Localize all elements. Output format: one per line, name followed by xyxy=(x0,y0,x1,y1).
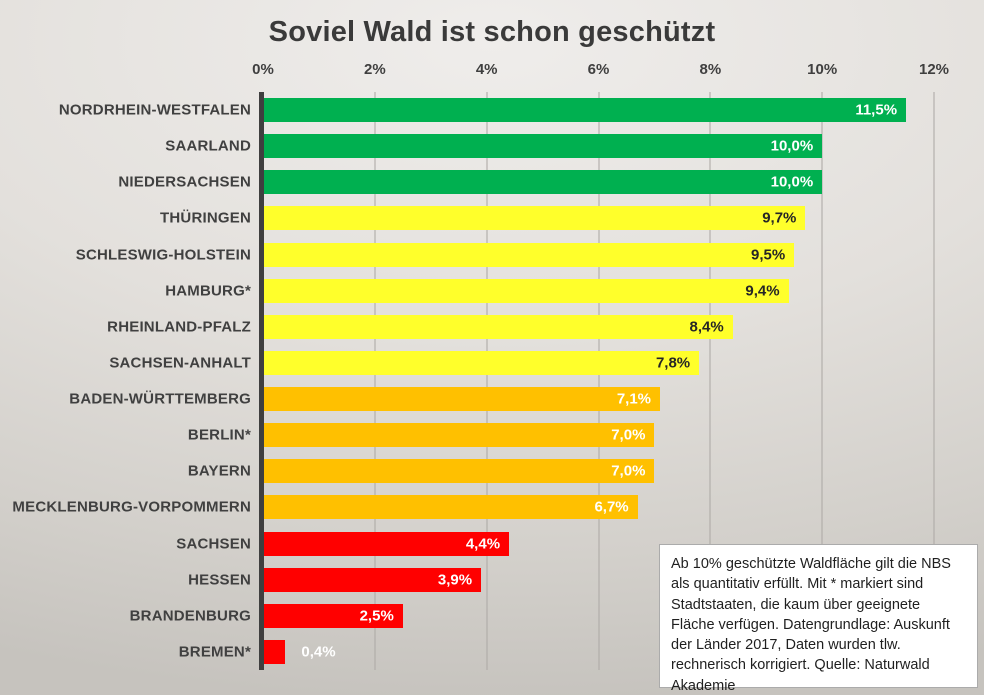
bar xyxy=(263,387,660,412)
bar xyxy=(263,170,823,195)
bar xyxy=(263,206,806,231)
value-label: 3,9% xyxy=(437,571,473,589)
grid-line xyxy=(933,92,935,670)
category-label: THÜRINGEN xyxy=(160,209,251,227)
bar xyxy=(263,423,655,448)
grid-line xyxy=(597,92,600,670)
annotation-box: Ab 10% geschützte Waldfläche gilt die NB… xyxy=(659,544,978,694)
bar-row: SCHLESWIG-HOLSTEIN 9,5% xyxy=(76,242,934,267)
x-tick-label: 2% xyxy=(363,61,386,78)
bar xyxy=(263,278,789,303)
bar-row: HAMBURG* 9,4% xyxy=(165,278,934,303)
bar xyxy=(263,639,286,664)
bar xyxy=(263,531,510,556)
bar-row: HESSEN 3,9% xyxy=(188,567,934,592)
bar-rows: NORDRHEIN-WESTFALEN 11,5% SAARLAND 10,0% NIE… xyxy=(12,92,934,670)
bar-row: BERLIN* 7,0% xyxy=(188,423,934,448)
bar-row: NORDRHEIN-WESTFALEN 11,5% xyxy=(59,98,934,123)
value-label: 9,4% xyxy=(745,282,780,300)
value-label: 0,4% xyxy=(301,643,336,661)
category-label: RHEINLAND-PFALZ xyxy=(107,318,251,336)
category-label: SACHSEN-ANHALT xyxy=(109,354,251,372)
category-label: SACHSEN xyxy=(176,535,251,553)
bar-row: SAARLAND 10,0% xyxy=(165,134,934,159)
category-label: SCHLESWIG-HOLSTEIN xyxy=(75,246,251,264)
bar-row: BADEN-WÜRTTEMBERG 7,1% xyxy=(69,387,934,412)
bar-row: MECKLENBURG-VORPOMMERN 6,7% xyxy=(12,495,934,520)
value-label: 7,1% xyxy=(616,390,652,408)
bar xyxy=(263,314,733,339)
x-tick-label: 4% xyxy=(475,61,498,78)
value-label: 7,0% xyxy=(611,426,646,444)
bar xyxy=(263,98,907,123)
value-label: 11,5% xyxy=(855,101,898,119)
x-tick-label: 10% xyxy=(807,61,838,78)
x-tick-label: 8% xyxy=(699,61,722,78)
grid-line xyxy=(373,92,376,670)
grid-line xyxy=(485,92,488,670)
bar xyxy=(263,459,655,484)
bar xyxy=(263,567,482,592)
plot-area: NORDRHEIN-WESTFALEN 11,5% SAARLAND 10,0% NIE… xyxy=(12,92,935,670)
bar xyxy=(263,134,823,159)
category-label: SAARLAND xyxy=(165,137,251,155)
category-label: HESSEN xyxy=(188,571,251,589)
bar-row: THÜRINGEN 9,7% xyxy=(160,206,934,231)
bar-row: BRANDENBURG 2,5% xyxy=(130,603,934,628)
bar-row: BAYERN 7,0% xyxy=(188,459,934,484)
value-label: 6,7% xyxy=(594,498,629,516)
category-label: BRANDENBURG xyxy=(129,607,251,625)
grid-line xyxy=(821,92,824,670)
value-label: 7,0% xyxy=(611,462,646,480)
bar-row: SACHSEN-ANHALT 7,8% xyxy=(109,350,934,375)
x-axis: 0% 2% 4% 6% 8% 10% 12% xyxy=(252,61,949,81)
bar xyxy=(263,603,403,628)
category-label: BREMEN* xyxy=(178,643,251,661)
x-tick-label: 0% xyxy=(252,61,274,78)
value-label: 7,8% xyxy=(655,354,691,372)
category-label: NIEDERSACHSEN xyxy=(118,173,251,191)
y-axis-line xyxy=(259,92,264,670)
bar xyxy=(263,350,700,375)
category-label: NORDRHEIN-WESTFALEN xyxy=(58,101,251,119)
bar xyxy=(263,495,638,520)
category-label: BAYERN xyxy=(187,462,251,480)
value-label: 2,5% xyxy=(359,607,394,625)
category-label: BADEN-WÜRTTEMBERG xyxy=(69,390,251,408)
grid-line xyxy=(709,92,712,670)
value-label: 4,4% xyxy=(465,535,501,553)
bar-row: NIEDERSACHSEN 10,0% xyxy=(118,170,934,195)
value-label: 10,0% xyxy=(770,137,814,155)
chart-title: Soviel Wald ist schon geschützt xyxy=(268,16,716,48)
x-tick-label: 12% xyxy=(918,61,950,78)
category-label: MECKLENBURG-VORPOMMERN xyxy=(12,498,251,516)
x-tick-label: 6% xyxy=(587,61,610,78)
category-label: BERLIN* xyxy=(187,426,251,444)
value-label: 8,4% xyxy=(689,318,724,336)
value-label: 9,7% xyxy=(762,209,797,227)
category-label: HAMBURG* xyxy=(165,282,251,300)
bar-row: BREMEN* 0,4% xyxy=(179,639,934,664)
bar-row: RHEINLAND-PFALZ 8,4% xyxy=(107,314,934,339)
bar xyxy=(263,242,795,267)
value-label: 9,5% xyxy=(751,246,786,264)
bar-row: SACHSEN 4,4% xyxy=(176,531,934,556)
value-label: 10,0% xyxy=(770,173,814,191)
